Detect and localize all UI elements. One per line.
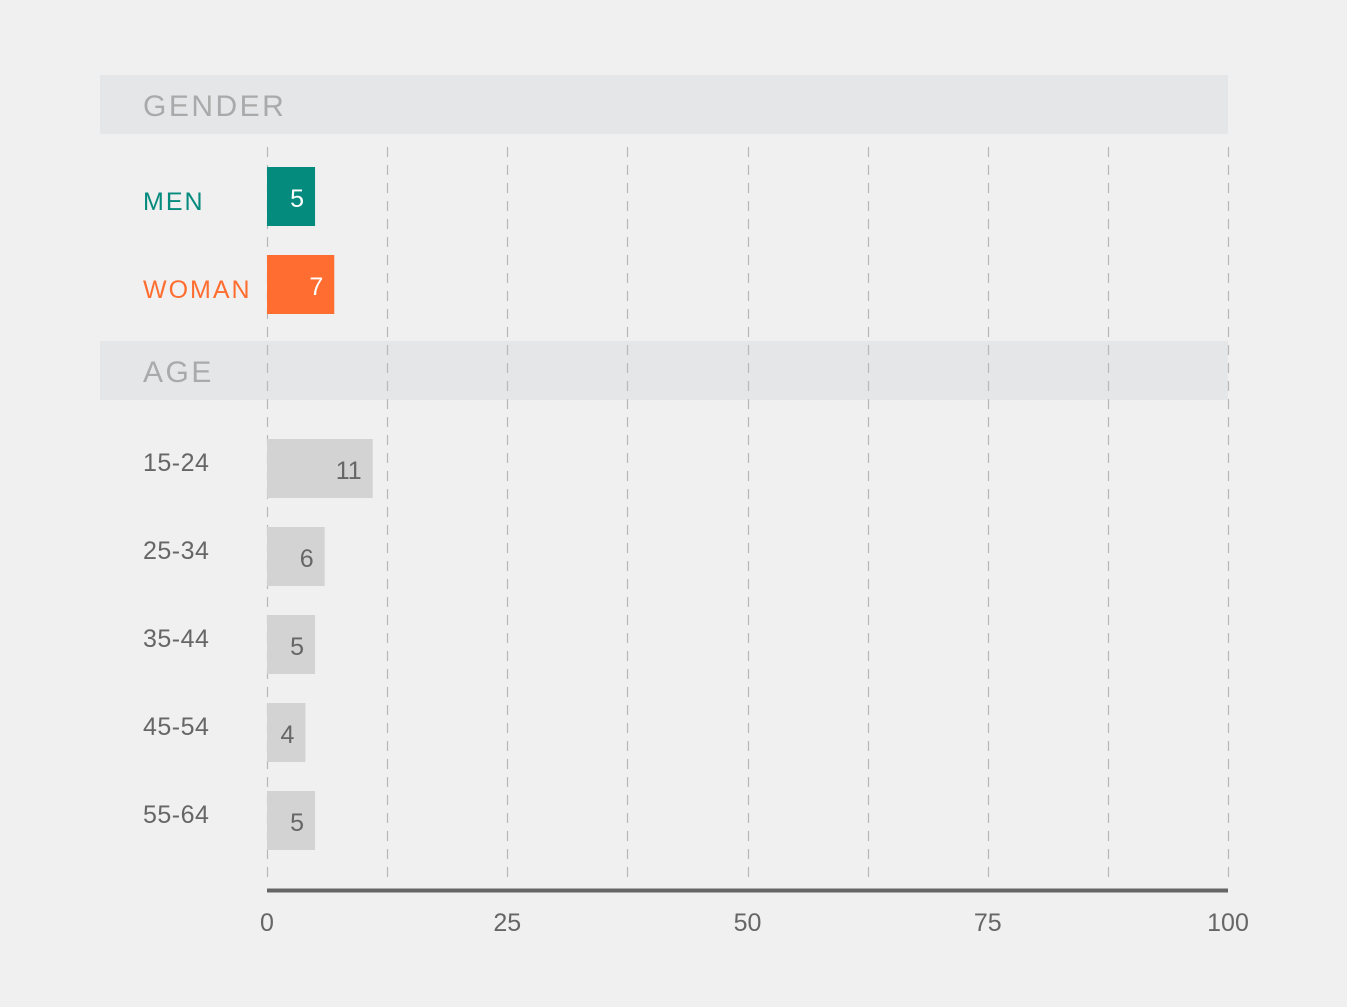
bar-25-34 bbox=[267, 527, 325, 586]
bar-35-44 bbox=[267, 615, 316, 674]
category-label-45-54: 45-54 bbox=[143, 713, 209, 741]
x-tick-label-100: 100 bbox=[1207, 909, 1249, 937]
x-axis: 0 25 50 75 100 bbox=[260, 888, 1249, 937]
x-tick-label-25: 25 bbox=[493, 909, 521, 937]
bar-value-label-25-34: 6 bbox=[300, 545, 314, 573]
category-label-25-34: 25-34 bbox=[143, 537, 209, 565]
x-tick-label-75: 75 bbox=[974, 909, 1002, 937]
category-label-woman: WOMAN bbox=[143, 276, 252, 304]
category-label-55-64: 55-64 bbox=[143, 801, 209, 829]
bar-value-label-35-44: 5 bbox=[290, 633, 304, 661]
group-band-gender bbox=[100, 75, 1228, 134]
bar-45-54 bbox=[267, 703, 306, 762]
bar-55-64 bbox=[267, 791, 316, 850]
x-tick-label-0: 0 bbox=[260, 909, 274, 937]
bar-value-label-55-64: 5 bbox=[290, 809, 304, 837]
bar-value-label-men: 5 bbox=[290, 185, 304, 213]
group-band-age bbox=[100, 341, 1228, 400]
category-label-men: MEN bbox=[143, 188, 205, 216]
gridlines bbox=[266, 147, 1230, 880]
category-label-35-44: 35-44 bbox=[143, 625, 209, 653]
group-header-gender: GENDER bbox=[143, 90, 286, 123]
bar-value-label-woman: 7 bbox=[309, 273, 323, 301]
bar-value-label-15-24: 11 bbox=[336, 457, 362, 485]
bar-15-24 bbox=[267, 439, 373, 498]
bars: 5 7 11 6 5 4 5 bbox=[267, 167, 373, 850]
group-header-age: AGE bbox=[143, 356, 214, 389]
bar-value-label-45-54: 4 bbox=[281, 721, 295, 749]
group-header-bands bbox=[100, 75, 1228, 400]
x-tick-label-50: 50 bbox=[734, 909, 762, 937]
category-label-15-24: 15-24 bbox=[143, 449, 209, 477]
bar-woman bbox=[267, 255, 335, 314]
category-labels: GENDER MEN WOMAN AGE 15-24 25-34 35-44 45-54 55-… bbox=[143, 90, 286, 829]
bar-men bbox=[267, 167, 316, 226]
